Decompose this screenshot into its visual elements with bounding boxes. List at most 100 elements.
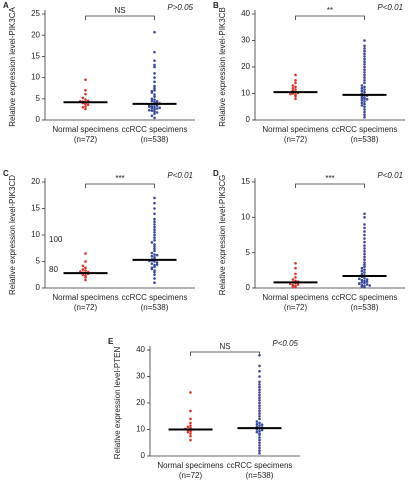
data-point bbox=[258, 417, 261, 421]
data-point bbox=[153, 86, 156, 90]
data-point bbox=[360, 266, 364, 270]
x-tick-label: ccRCC specimens bbox=[332, 125, 398, 134]
p-value: P>0.05 bbox=[167, 3, 193, 12]
data-point bbox=[153, 84, 156, 88]
data-point bbox=[258, 432, 261, 435]
x-tick-label: Normal specimens bbox=[157, 461, 223, 470]
y-tick-label: 30 bbox=[241, 36, 250, 45]
y-tick-label: 15 bbox=[31, 52, 40, 61]
data-point bbox=[189, 424, 192, 427]
data-point bbox=[360, 269, 364, 273]
data-point bbox=[153, 100, 156, 104]
data-point bbox=[153, 196, 156, 200]
data-point bbox=[363, 252, 366, 256]
data-point bbox=[86, 103, 90, 107]
x-tick-label: ccRCC specimens bbox=[122, 293, 188, 302]
data-point bbox=[291, 86, 295, 90]
data-point bbox=[258, 380, 261, 384]
data-point bbox=[150, 251, 154, 255]
data-point bbox=[258, 424, 261, 427]
y-tick-label: 0 bbox=[246, 283, 251, 292]
annotation: 100 bbox=[49, 235, 63, 244]
data-point bbox=[363, 39, 366, 42]
y-tick-label: 20 bbox=[31, 30, 40, 39]
data-point bbox=[153, 269, 156, 272]
data-point bbox=[153, 255, 156, 259]
data-point bbox=[153, 228, 156, 231]
data-point bbox=[84, 78, 87, 82]
data-point bbox=[363, 255, 366, 259]
annotation: 80 bbox=[49, 265, 58, 274]
data-point bbox=[360, 278, 364, 282]
data-point bbox=[294, 261, 297, 265]
data-point bbox=[365, 280, 369, 283]
data-point bbox=[363, 55, 366, 58]
y-axis-label: Relative expression level-PIK3CB bbox=[218, 7, 227, 127]
data-point bbox=[363, 261, 366, 264]
data-point bbox=[150, 105, 154, 108]
data-point bbox=[153, 281, 156, 284]
y-tick-label: 0 bbox=[246, 115, 251, 124]
data-point bbox=[255, 420, 259, 423]
data-point bbox=[294, 88, 297, 91]
data-point bbox=[363, 73, 366, 77]
data-point bbox=[260, 428, 264, 432]
data-point bbox=[258, 429, 261, 433]
data-point bbox=[365, 278, 369, 281]
data-point bbox=[363, 57, 366, 61]
data-point bbox=[360, 283, 364, 287]
y-tick-label: 20 bbox=[241, 62, 250, 71]
data-point bbox=[363, 279, 366, 283]
data-point bbox=[189, 434, 192, 438]
y-axis-label: Relative expression level-PTEN bbox=[113, 347, 122, 460]
y-axis-label: Relative expression level-PIK3CG bbox=[218, 175, 227, 296]
data-point bbox=[84, 274, 87, 278]
data-point bbox=[363, 60, 366, 63]
data-point bbox=[255, 430, 259, 434]
data-point bbox=[153, 63, 156, 67]
data-point bbox=[363, 68, 366, 71]
data-point bbox=[81, 105, 85, 109]
data-point bbox=[155, 263, 159, 266]
data-point bbox=[363, 47, 366, 50]
data-point bbox=[365, 283, 369, 286]
data-point bbox=[153, 225, 156, 229]
data-point bbox=[363, 226, 366, 230]
significance-label: NS bbox=[219, 342, 230, 351]
data-point bbox=[258, 412, 261, 415]
data-point bbox=[84, 278, 87, 282]
data-point bbox=[153, 212, 156, 216]
data-point bbox=[155, 100, 159, 103]
panel-letter: C bbox=[3, 169, 9, 178]
data-point bbox=[258, 375, 261, 378]
data-point bbox=[153, 277, 156, 280]
x-tick-label: Normal specimens bbox=[52, 293, 118, 302]
data-point bbox=[363, 78, 366, 82]
data-point bbox=[363, 265, 366, 269]
data-point bbox=[363, 244, 366, 247]
data-point bbox=[291, 278, 295, 281]
data-point bbox=[258, 385, 261, 389]
data-point bbox=[363, 90, 366, 94]
data-point bbox=[153, 236, 156, 239]
y-tick-label: 0 bbox=[36, 283, 41, 292]
y-axis-label: Relative expression level-PIK3CD bbox=[8, 175, 17, 295]
x-tick-sublabel: (n=72) bbox=[179, 471, 203, 480]
data-point bbox=[153, 207, 156, 210]
data-point bbox=[84, 266, 87, 270]
data-point bbox=[255, 422, 259, 426]
data-point bbox=[360, 84, 364, 87]
data-point bbox=[363, 52, 366, 56]
data-point bbox=[153, 95, 156, 98]
data-point bbox=[189, 438, 192, 442]
data-point bbox=[363, 284, 366, 288]
panel-letter: B bbox=[213, 1, 219, 10]
p-value: P<0.01 bbox=[377, 3, 403, 12]
data-point bbox=[150, 97, 154, 101]
data-point bbox=[363, 85, 366, 89]
data-point bbox=[258, 407, 261, 410]
x-tick-label: Normal specimens bbox=[262, 125, 328, 134]
x-tick-sublabel: (n=72) bbox=[74, 303, 98, 312]
